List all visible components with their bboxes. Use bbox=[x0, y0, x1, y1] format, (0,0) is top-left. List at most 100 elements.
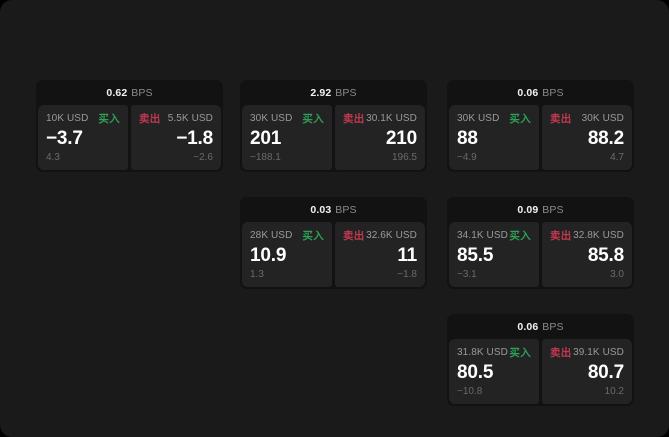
quote-card[interactable]: 0.06 BPS 30K USD 买入 88 −4.9 卖出 30K USD 88.2 4.7 bbox=[447, 80, 634, 172]
bid-panel[interactable]: 10K USD 买入 −3.7 4.3 bbox=[38, 105, 128, 170]
panel-header-row: 卖出 39.1K USD bbox=[550, 346, 624, 359]
ask-price: 80.7 bbox=[587, 362, 624, 383]
sell-side-label[interactable]: 卖出 bbox=[343, 230, 365, 242]
ask-price: 85.8 bbox=[587, 245, 624, 266]
card-header: 0.09 BPS bbox=[447, 197, 634, 222]
ask-panel[interactable]: 卖出 32.6K USD 11 −1.8 bbox=[335, 222, 425, 287]
panel-header-row: 30K USD 买入 bbox=[250, 112, 324, 125]
buy-side-label[interactable]: 买入 bbox=[302, 230, 324, 242]
bps-unit-label: BPS bbox=[335, 86, 357, 99]
ask-panel[interactable]: 卖出 30.1K USD 210 196.5 bbox=[335, 105, 425, 170]
bid-delta: 1.3 bbox=[250, 269, 264, 280]
sell-side-label[interactable]: 卖出 bbox=[550, 230, 572, 242]
bid-panel[interactable]: 30K USD 买入 201 −188.1 bbox=[242, 105, 332, 170]
bps-value: 0.03 bbox=[310, 203, 332, 216]
sell-side-label[interactable]: 卖出 bbox=[550, 347, 572, 359]
ask-panel[interactable]: 卖出 5.5K USD −1.8 −2.6 bbox=[131, 105, 221, 170]
order-size-label: 30.1K USD bbox=[366, 113, 417, 124]
panel-header-row: 卖出 32.8K USD bbox=[550, 229, 624, 242]
card-header: 0.62 BPS bbox=[36, 80, 223, 105]
bid-price: −3.7 bbox=[46, 128, 83, 149]
ask-delta: 196.5 bbox=[391, 152, 417, 163]
panel-pair: 10K USD 买入 −3.7 4.3 卖出 5.5K USD −1.8 −2.6 bbox=[36, 105, 223, 172]
order-size-label: 31.8K USD bbox=[457, 347, 508, 358]
bid-delta: −3.1 bbox=[457, 269, 477, 280]
bps-unit-label: BPS bbox=[335, 203, 357, 216]
panel-pair: 30K USD 买入 88 −4.9 卖出 30K USD 88.2 4.7 bbox=[447, 105, 634, 172]
bid-price: 85.5 bbox=[457, 245, 494, 266]
panel-header-row: 10K USD 买入 bbox=[46, 112, 120, 125]
panel-pair: 28K USD 买入 10.9 1.3 卖出 32.6K USD 11 −1.8 bbox=[240, 222, 427, 289]
panel-pair: 34.1K USD 买入 85.5 −3.1 卖出 32.8K USD 85.8 3.0 bbox=[447, 222, 634, 289]
panel-header-row: 30K USD 买入 bbox=[457, 112, 531, 125]
card-header: 0.06 BPS bbox=[447, 314, 634, 339]
order-size-label: 30K USD bbox=[250, 113, 293, 124]
ask-delta: −2.6 bbox=[193, 152, 213, 163]
quote-column-3: 0.06 BPS 30K USD 买入 88 −4.9 卖出 30K USD 88.2 4.7 0.… bbox=[447, 80, 634, 431]
bid-delta: −10.8 bbox=[457, 386, 483, 397]
bps-unit-label: BPS bbox=[131, 86, 153, 99]
bid-panel[interactable]: 34.1K USD 买入 85.5 −3.1 bbox=[449, 222, 539, 287]
order-size-label: 28K USD bbox=[250, 230, 293, 241]
buy-side-label[interactable]: 买入 bbox=[509, 347, 531, 359]
bps-value: 0.62 bbox=[106, 86, 128, 99]
order-size-label: 30K USD bbox=[457, 113, 500, 124]
sell-side-label[interactable]: 卖出 bbox=[343, 113, 365, 125]
panel-header-row: 卖出 30.1K USD bbox=[343, 112, 417, 125]
quote-card[interactable]: 0.09 BPS 34.1K USD 买入 85.5 −3.1 卖出 32.8K USD 85.… bbox=[447, 197, 634, 289]
bid-panel[interactable]: 28K USD 买入 10.9 1.3 bbox=[242, 222, 332, 287]
bid-delta: 4.3 bbox=[46, 152, 60, 163]
bps-unit-label: BPS bbox=[542, 320, 564, 333]
quote-card[interactable]: 0.03 BPS 28K USD 买入 10.9 1.3 卖出 32.6K USD 11 −1.8 bbox=[240, 197, 427, 289]
ask-panel[interactable]: 卖出 39.1K USD 80.7 10.2 bbox=[542, 339, 632, 404]
bps-value: 2.92 bbox=[310, 86, 332, 99]
bid-delta: −188.1 bbox=[250, 152, 281, 163]
ask-delta: 3.0 bbox=[610, 269, 624, 280]
bid-price: 10.9 bbox=[250, 245, 287, 266]
bps-value: 0.06 bbox=[517, 320, 539, 333]
sell-side-label[interactable]: 卖出 bbox=[139, 113, 161, 125]
buy-side-label[interactable]: 买入 bbox=[509, 230, 531, 242]
bid-delta: −4.9 bbox=[457, 152, 477, 163]
bid-panel[interactable]: 31.8K USD 买入 80.5 −10.8 bbox=[449, 339, 539, 404]
order-size-label: 32.6K USD bbox=[366, 230, 417, 241]
bps-unit-label: BPS bbox=[542, 86, 564, 99]
panel-pair: 30K USD 买入 201 −188.1 卖出 30.1K USD 210 196.5 bbox=[240, 105, 427, 172]
ask-panel[interactable]: 卖出 30K USD 88.2 4.7 bbox=[542, 105, 632, 170]
card-header: 2.92 BPS bbox=[240, 80, 427, 105]
buy-side-label[interactable]: 买入 bbox=[98, 113, 120, 125]
order-size-label: 34.1K USD bbox=[457, 230, 508, 241]
ask-price: 88.2 bbox=[587, 128, 624, 149]
quote-card[interactable]: 0.62 BPS 10K USD 买入 −3.7 4.3 卖出 5.5K USD −1.8 −2.… bbox=[36, 80, 223, 172]
ask-panel[interactable]: 卖出 32.8K USD 85.8 3.0 bbox=[542, 222, 632, 287]
bid-price: 201 bbox=[250, 128, 282, 149]
card-header: 0.06 BPS bbox=[447, 80, 634, 105]
bps-unit-label: BPS bbox=[542, 203, 564, 216]
panel-pair: 31.8K USD 买入 80.5 −10.8 卖出 39.1K USD 80.7 10.2 bbox=[447, 339, 634, 406]
order-size-label: 32.8K USD bbox=[573, 230, 624, 241]
ask-delta: 10.2 bbox=[604, 386, 624, 397]
bid-panel[interactable]: 30K USD 买入 88 −4.9 bbox=[449, 105, 539, 170]
sell-side-label[interactable]: 卖出 bbox=[550, 113, 572, 125]
quote-card[interactable]: 2.92 BPS 30K USD 买入 201 −188.1 卖出 30.1K USD 210 1… bbox=[240, 80, 427, 172]
ask-price: 210 bbox=[385, 128, 417, 149]
ask-price: −1.8 bbox=[176, 128, 213, 149]
panel-header-row: 卖出 5.5K USD bbox=[139, 112, 213, 125]
buy-side-label[interactable]: 买入 bbox=[302, 113, 324, 125]
ask-delta: 4.7 bbox=[610, 152, 624, 163]
bps-value: 0.06 bbox=[517, 86, 539, 99]
card-header: 0.03 BPS bbox=[240, 197, 427, 222]
buy-side-label[interactable]: 买入 bbox=[509, 113, 531, 125]
quote-column-2: 2.92 BPS 30K USD 买入 201 −188.1 卖出 30.1K USD 210 1… bbox=[240, 80, 427, 314]
quote-card[interactable]: 0.06 BPS 31.8K USD 买入 80.5 −10.8 卖出 39.1K USD 80… bbox=[447, 314, 634, 406]
panel-header-row: 34.1K USD 买入 bbox=[457, 229, 531, 242]
quote-column-1: 0.62 BPS 10K USD 买入 −3.7 4.3 卖出 5.5K USD −1.8 −2.… bbox=[36, 80, 223, 197]
order-size-label: 10K USD bbox=[46, 113, 89, 124]
bps-value: 0.09 bbox=[517, 203, 539, 216]
panel-header-row: 31.8K USD 买入 bbox=[457, 346, 531, 359]
bid-price: 80.5 bbox=[457, 362, 494, 383]
order-size-label: 5.5K USD bbox=[167, 113, 213, 124]
ask-price: 11 bbox=[397, 245, 417, 266]
